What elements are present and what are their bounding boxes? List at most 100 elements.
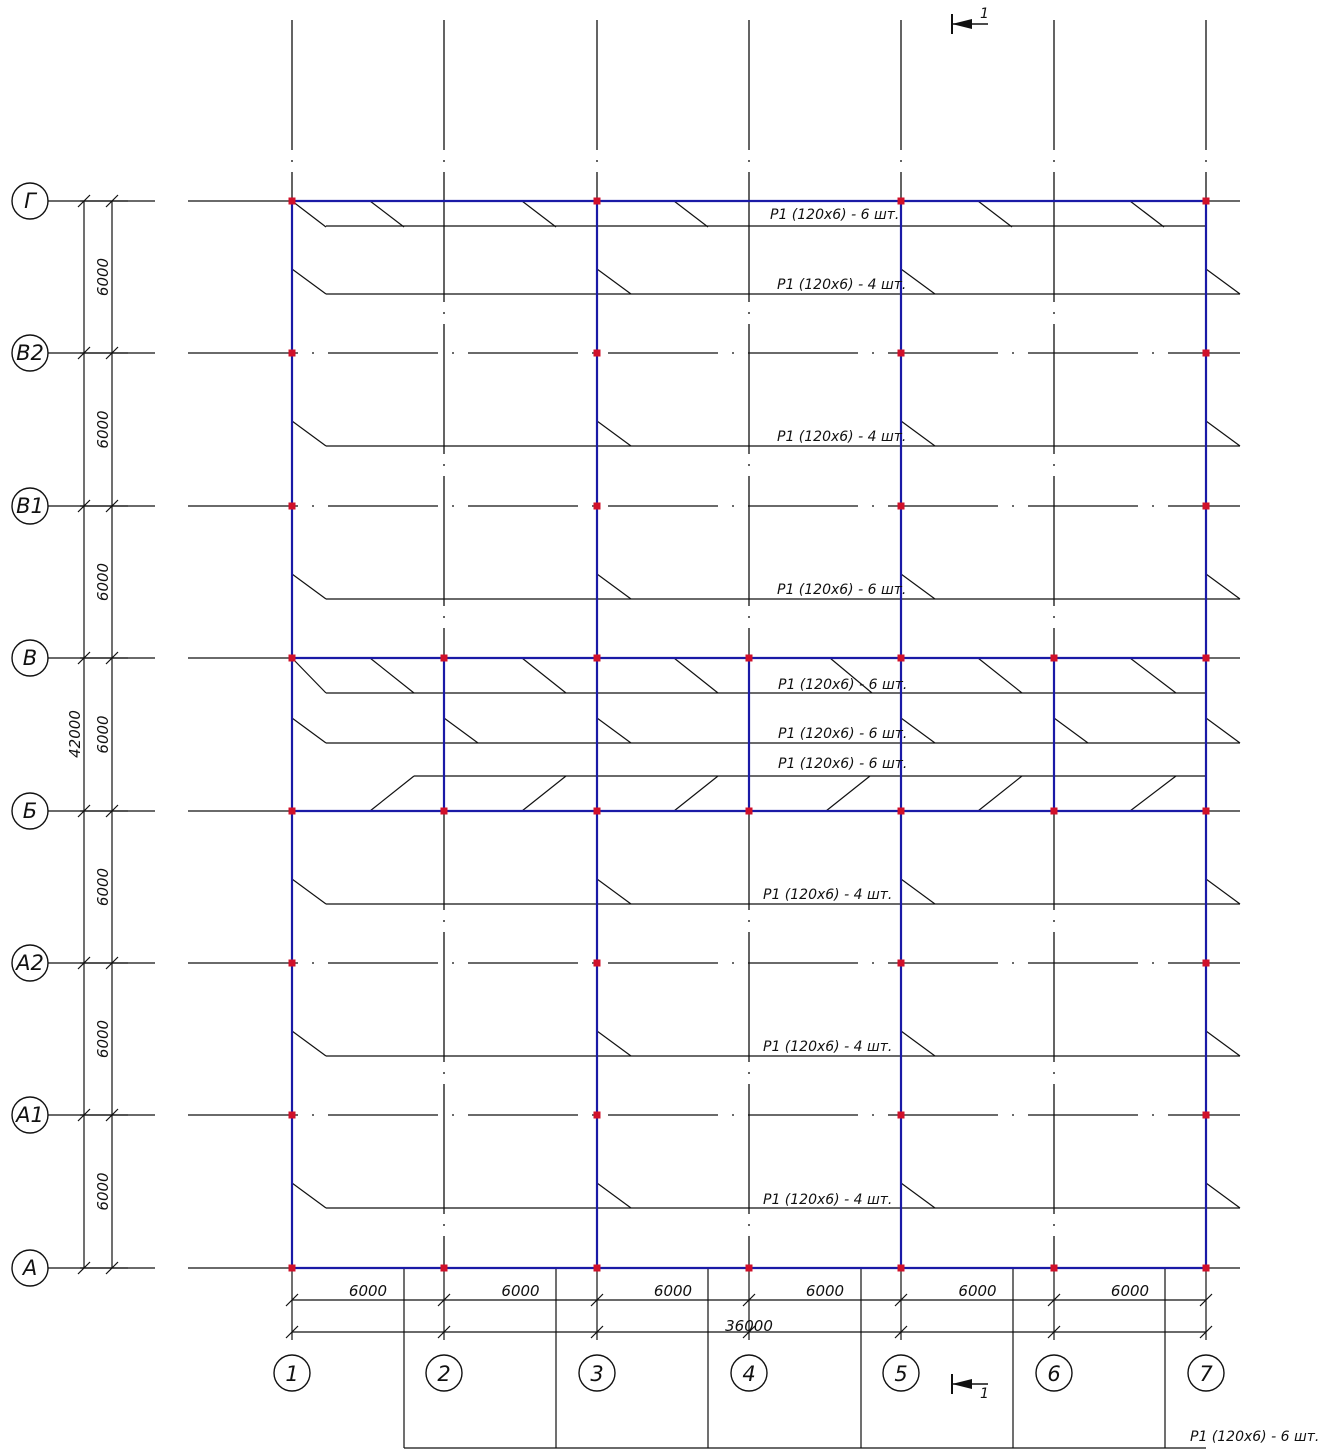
col-axis-label: 5: [894, 1362, 907, 1386]
dim-value-vertical: 6000: [94, 1020, 112, 1058]
ladder-slant: [1205, 1182, 1241, 1209]
column-node: [1202, 654, 1210, 662]
dim-value-horizontal: 6000: [349, 1282, 387, 1300]
ladder-slant: [977, 200, 1013, 228]
column-node: [288, 807, 296, 815]
ladder-slant: [900, 1182, 936, 1209]
ladder-slant: [596, 878, 632, 905]
col-axis-bubble: [1035, 1354, 1073, 1392]
dim-tick: [1047, 1325, 1061, 1339]
column-node: [288, 959, 296, 967]
dim-value-horizontal: 6000: [806, 1282, 844, 1300]
ladder-slant: [900, 420, 936, 447]
dim-value-horizontal: 6000: [1111, 1282, 1149, 1300]
ladder-slant: [825, 775, 871, 812]
ladder-slant: [900, 268, 936, 295]
ladder-slant: [977, 657, 1023, 694]
member-note: Р1 (120х6) - 4 шт.: [763, 1192, 892, 1208]
row-axis-bubble: [11, 1249, 49, 1287]
row-axis-bubble: [11, 334, 49, 372]
section-marker-label: 1: [980, 1386, 989, 1402]
column-node: [1202, 959, 1210, 967]
row-axis-bubble: [11, 1096, 49, 1134]
column-node: [1202, 1264, 1210, 1272]
member-note: Р1 (120х6) - 6 шт.: [777, 582, 906, 598]
column-node: [288, 502, 296, 510]
dimension-lines: [77, 14, 1213, 1449]
member-note: Р1 (120х6) - 6 шт.: [770, 207, 899, 223]
ladder-slant: [673, 775, 719, 812]
ladder-slant: [1205, 573, 1241, 600]
ladder-diagonal: [291, 717, 327, 744]
dim-value-vertical: 6000: [94, 410, 112, 448]
column-node: [288, 1111, 296, 1119]
column-node: [593, 197, 601, 205]
column-node: [897, 197, 905, 205]
column-node: [440, 654, 448, 662]
member-note: Р1 (120х6) - 6 шт.: [1190, 1429, 1319, 1445]
dim-value-vertical: 6000: [94, 258, 112, 296]
ladder-slant: [596, 1030, 632, 1057]
column-node: [897, 1111, 905, 1119]
column-node: [1202, 807, 1210, 815]
ladder-slant: [1205, 1030, 1241, 1057]
row-axis-label: Б: [23, 799, 37, 823]
member-note: Р1 (120х6) - 4 шт.: [763, 1039, 892, 1055]
column-node: [1050, 1264, 1058, 1272]
dim-value-vertical: 6000: [94, 868, 112, 906]
ladder-slant: [369, 775, 415, 812]
column-node: [1050, 654, 1058, 662]
ladder-slant: [443, 717, 479, 744]
dim-value-vertical: 6000: [94, 1172, 112, 1210]
col-axis-bubble: [730, 1354, 768, 1392]
ladder-slant: [829, 657, 873, 694]
member-note: Р1 (120х6) - 4 шт.: [777, 277, 906, 293]
dim-tick: [894, 1293, 908, 1307]
column-node: [897, 349, 905, 357]
column-node: [1050, 807, 1058, 815]
ladder-slant: [673, 657, 719, 694]
column-node: [745, 654, 753, 662]
dim-value-horizontal: 6000: [501, 1282, 539, 1300]
column-node: [1202, 1111, 1210, 1119]
col-axis-label: 6: [1047, 1362, 1060, 1386]
ladder-diagonal: [291, 420, 327, 447]
ladder-slant: [369, 200, 405, 228]
ladder-slant: [521, 200, 557, 228]
ladder-slant: [1129, 200, 1165, 228]
dim-tick: [437, 1325, 451, 1339]
dim-tick: [742, 1325, 756, 1339]
dim-value-vertical: 6000: [94, 563, 112, 601]
dim-tick: [285, 1325, 299, 1339]
dim-tick: [742, 1293, 756, 1307]
dim-value-horizontal: 6000: [654, 1282, 692, 1300]
column-node: [440, 807, 448, 815]
col-axis-bubble: [425, 1354, 463, 1392]
row-axis-bubble: [11, 792, 49, 830]
ladder-slant: [1053, 717, 1089, 744]
column-node: [593, 349, 601, 357]
col-axis-bubble: [578, 1354, 616, 1392]
column-node: [288, 1264, 296, 1272]
dim-value-overall-vertical: 42000: [66, 710, 84, 758]
col-axis-bubble: [882, 1354, 920, 1392]
dim-tick: [1199, 1325, 1213, 1339]
column-node: [897, 1264, 905, 1272]
col-axis-label: 3: [590, 1362, 603, 1386]
member-note: Р1 (120х6) - 6 шт.: [778, 726, 907, 742]
ladder-slant: [596, 717, 632, 744]
ladder-slant: [1205, 420, 1241, 447]
ladder-slant: [1129, 775, 1177, 812]
ladder-diagonal: [291, 268, 327, 295]
row-axis-label: Г: [24, 189, 38, 213]
ladder-slant: [1205, 717, 1241, 744]
column-node: [288, 197, 296, 205]
dim-tick: [285, 1293, 299, 1307]
ladder-lines: [291, 200, 1241, 1209]
row-axis-bubble: [11, 944, 49, 982]
ladder-slant: [596, 268, 632, 295]
column-node: [897, 654, 905, 662]
row-axis-label: В: [23, 646, 37, 670]
